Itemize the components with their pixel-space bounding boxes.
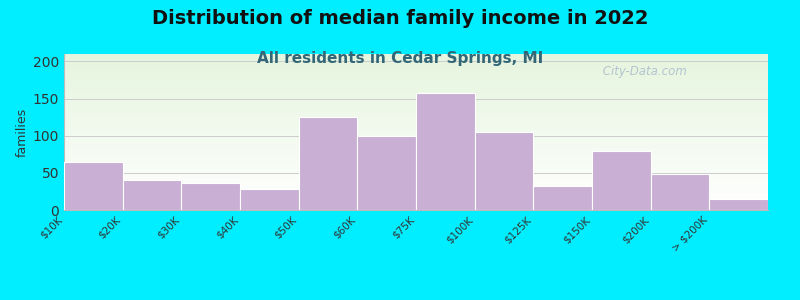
Bar <box>358 136 416 210</box>
Bar <box>64 162 122 210</box>
Bar <box>298 117 358 210</box>
Bar <box>416 93 474 210</box>
Bar <box>240 189 298 210</box>
Bar <box>534 186 592 210</box>
Y-axis label: families: families <box>15 107 29 157</box>
Text: Distribution of median family income in 2022: Distribution of median family income in … <box>152 9 648 28</box>
Bar <box>122 180 182 210</box>
Bar <box>474 132 534 210</box>
Bar <box>592 151 650 210</box>
Text: All residents in Cedar Springs, MI: All residents in Cedar Springs, MI <box>257 51 543 66</box>
Bar <box>650 174 710 210</box>
Text: City-Data.com: City-Data.com <box>599 65 687 78</box>
Bar <box>710 199 768 210</box>
Bar <box>182 182 240 210</box>
